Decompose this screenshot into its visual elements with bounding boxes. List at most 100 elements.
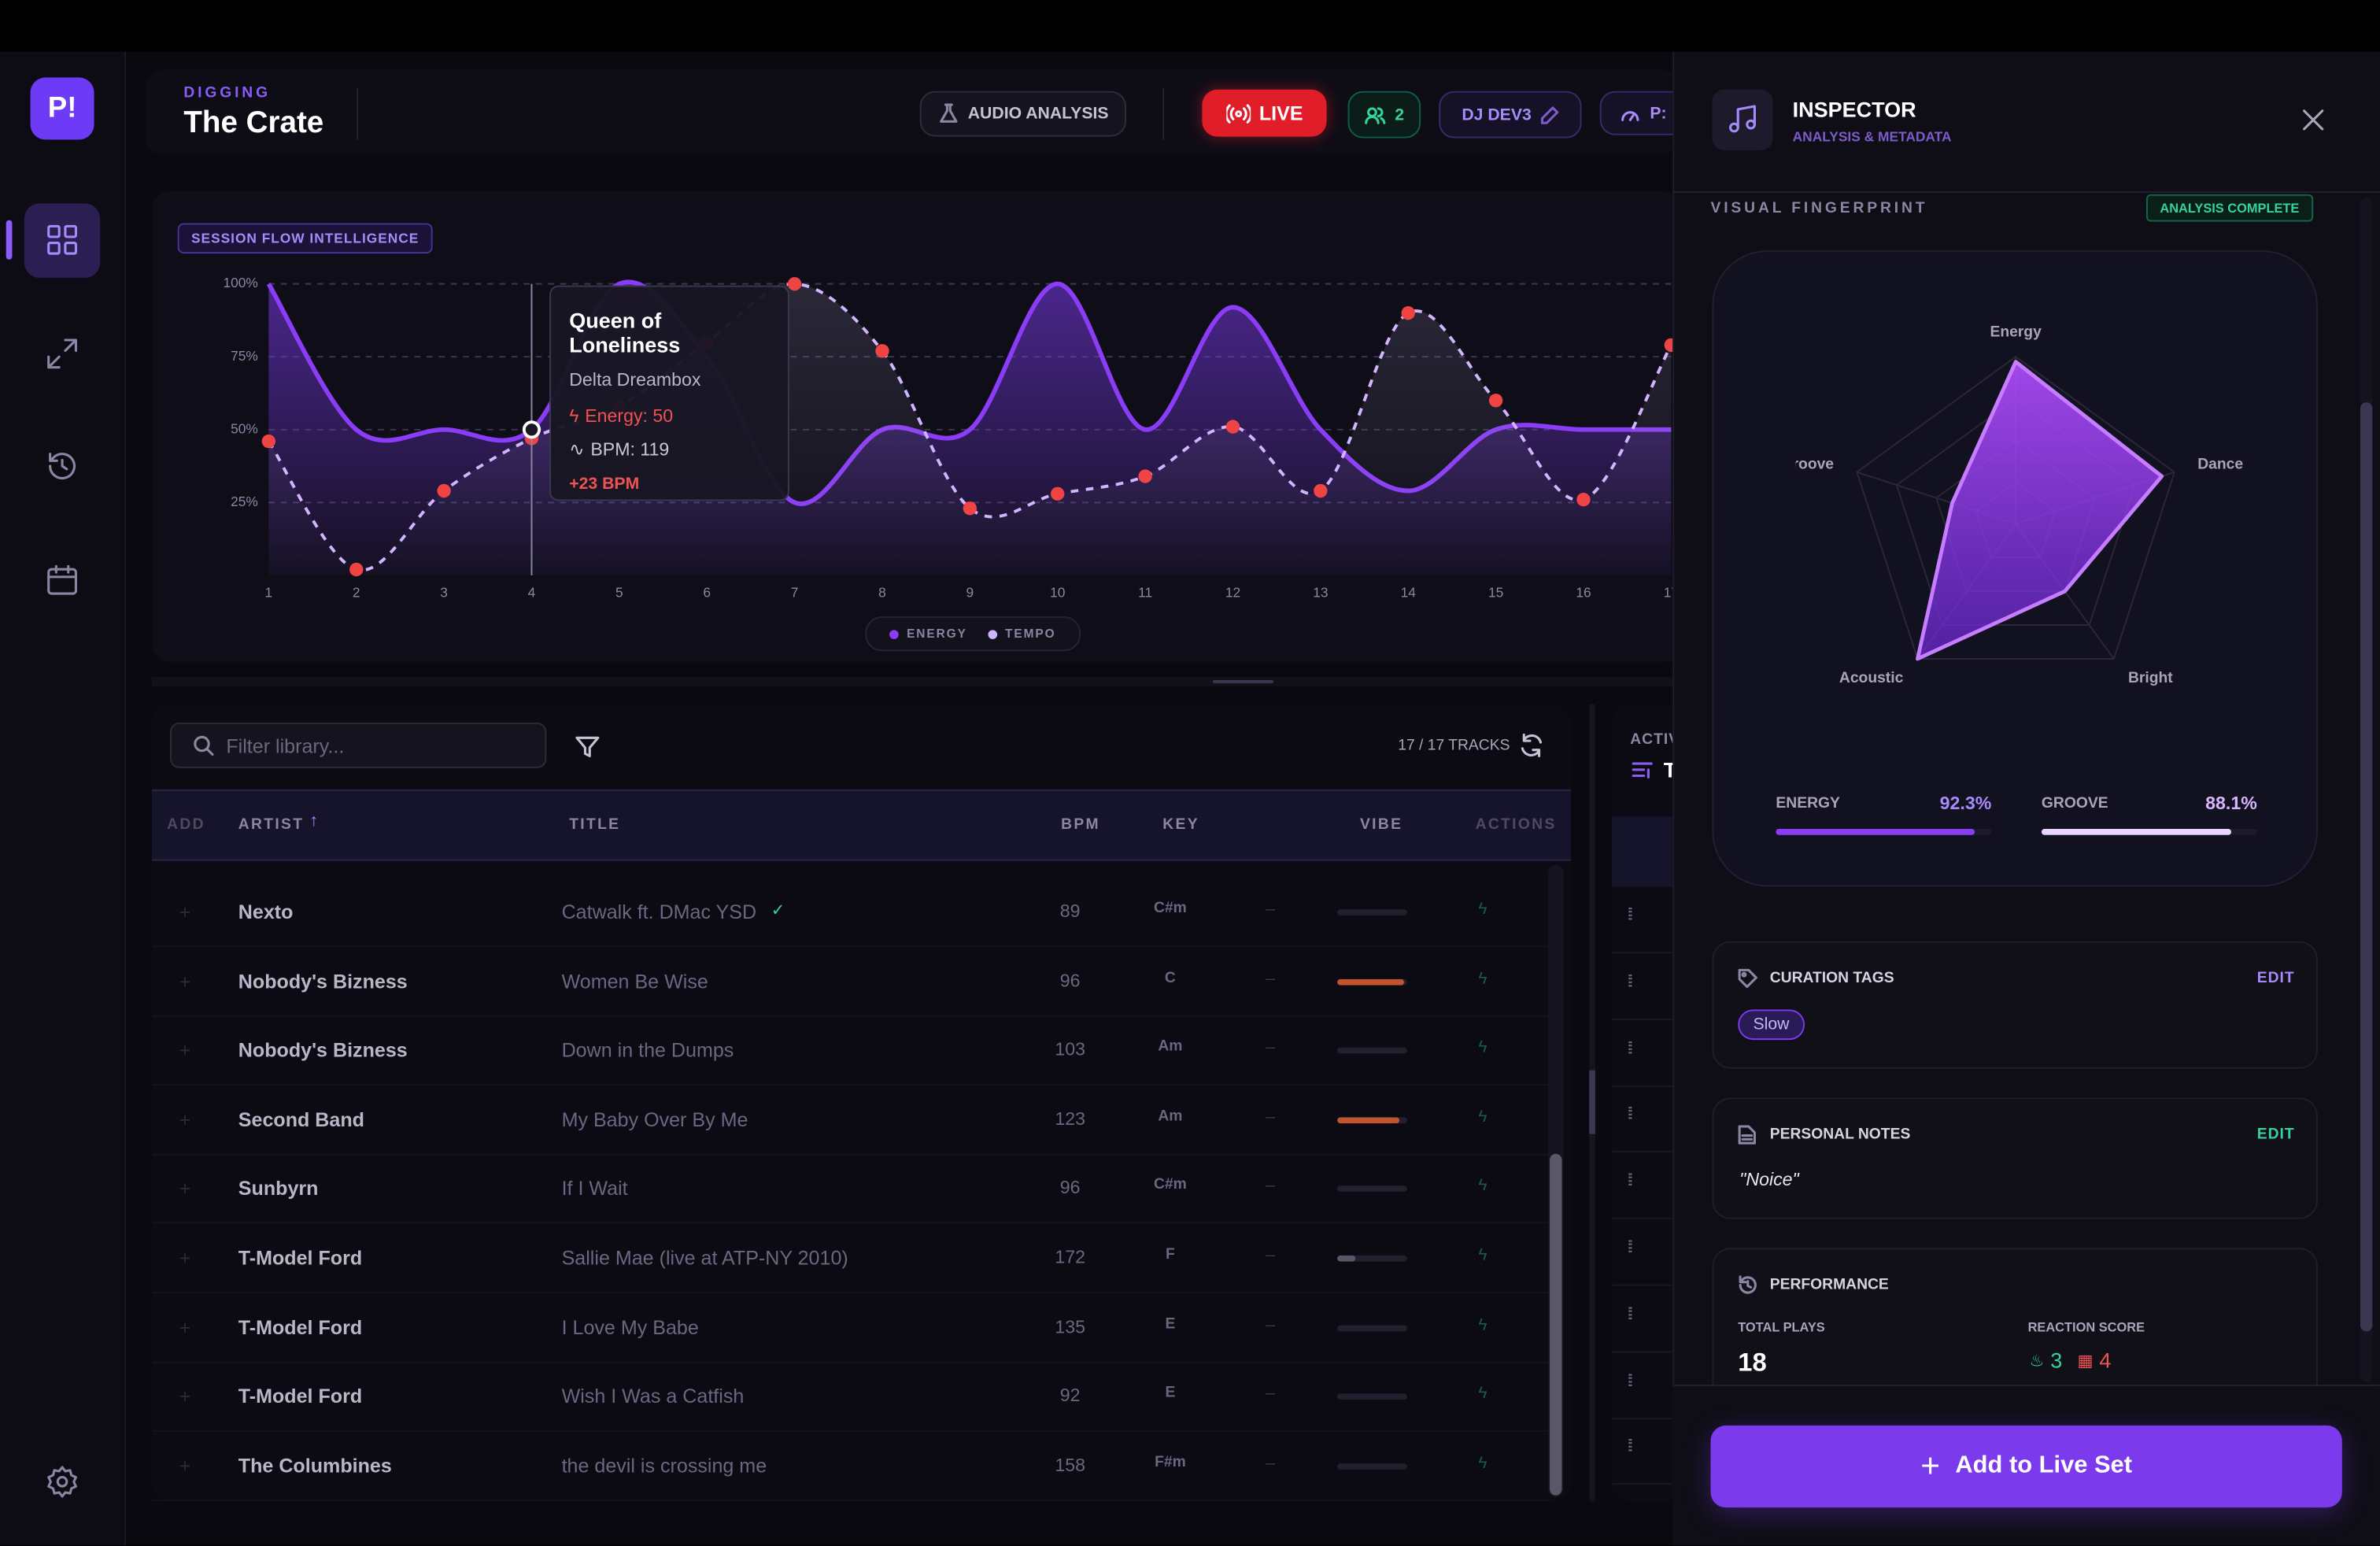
sort-indicator: ↑ (309, 812, 319, 830)
nav-calendar[interactable] (46, 563, 79, 596)
filter-input[interactable]: Filter library... (169, 722, 547, 768)
track-row[interactable]: + The Columbines the devil is crossing me 1… (151, 1431, 1549, 1501)
resize-handle[interactable] (1212, 679, 1274, 683)
track-count: 17 / 17 TRACKS (1398, 738, 1510, 755)
title: Down in the Dumps (561, 1038, 734, 1062)
track-row[interactable]: + Second Band My Baby Over By Me 123 Am – ϟ (151, 1086, 1549, 1156)
meter-bar (2041, 828, 2232, 835)
radar-label: Bright (2128, 670, 2173, 686)
add-to-live-set-button[interactable]: + Add to Live Set (1710, 1425, 2342, 1508)
duration: – (1266, 900, 1276, 919)
vibe-bar (1337, 1117, 1400, 1123)
scroll-thumb[interactable] (1550, 1153, 1562, 1496)
column-header[interactable]: TITLE (569, 816, 621, 834)
duration: – (1266, 1246, 1276, 1265)
column-header[interactable]: ARTIST (238, 816, 305, 834)
divider (357, 87, 359, 140)
track-row[interactable]: + T-Model Ford Sallie Mae (live at ATP-NY … (151, 1223, 1549, 1294)
key: C#m (1154, 1177, 1187, 1194)
title: Wish I Was a Catfish (561, 1385, 745, 1408)
nav-dashboard[interactable] (24, 203, 101, 278)
nav-settings[interactable] (46, 1465, 79, 1498)
x-tick-label: 7 (791, 585, 799, 601)
notes-edit[interactable]: EDIT (2256, 1126, 2295, 1144)
action: ϟ (1478, 1038, 1488, 1057)
inspector-scroll-thumb[interactable] (2360, 402, 2373, 1332)
row-divider (1612, 1284, 1673, 1286)
inspector-subtitle: ANALYSIS & METADATA (1792, 128, 1952, 145)
user-button[interactable]: DJ DEV3 (1439, 91, 1582, 139)
vibe-bar (1337, 978, 1404, 985)
column-header[interactable]: BPM (1061, 816, 1100, 834)
listeners-button[interactable]: 2 (1347, 91, 1421, 139)
column-header[interactable]: KEY (1162, 816, 1199, 834)
duration: – (1266, 1038, 1276, 1057)
x-tick-label: 6 (703, 585, 711, 601)
tooltip-title: Queen of Loneliness (569, 308, 681, 357)
point (963, 501, 978, 516)
tags-edit[interactable]: EDIT (2256, 970, 2295, 987)
search-icon (194, 735, 214, 756)
track-row[interactable]: + Nobody's Bizness Down in the Dumps 103 Am –… (151, 1016, 1549, 1086)
duration: – (1266, 1177, 1276, 1196)
track-row[interactable]: + T-Model Ford I Love My Babe 135 E – ϟ (151, 1293, 1549, 1363)
x-tick-label: 9 (966, 585, 974, 601)
tag[interactable]: Slow (1738, 1009, 1805, 1041)
meter-label: ENERGY (1776, 795, 1840, 812)
key: C (1164, 969, 1176, 986)
live-button[interactable]: LIVE (1202, 89, 1327, 137)
row-divider (1612, 1351, 1673, 1352)
tooltip-energy: ϟ Energy: 50 (569, 405, 674, 427)
nav-history[interactable] (46, 449, 79, 483)
point (1401, 305, 1415, 320)
pencil-icon (1540, 105, 1559, 124)
table-header (151, 789, 1572, 861)
key: F (1166, 1246, 1175, 1263)
column-header[interactable]: VIBE (1359, 816, 1403, 834)
bpm: 92 (1059, 1385, 1081, 1407)
nav-expand[interactable] (46, 337, 79, 370)
meter-value: 92.3% (1939, 792, 1992, 814)
x-tick-label: 1 (265, 585, 273, 601)
action: ϟ (1478, 969, 1488, 988)
audio-analysis-button[interactable]: AUDIO ANALYSIS (919, 91, 1126, 137)
logo[interactable]: P! (30, 77, 94, 140)
button-label: AUDIO ANALYSIS (967, 105, 1109, 124)
point (437, 483, 451, 498)
track-row[interactable]: + T-Model Ford Wish I Was a Catfish 92 E – ϟ (151, 1362, 1549, 1433)
splitter-handle[interactable] (1589, 1070, 1595, 1134)
track-row[interactable]: + Nexto Catwalk ft. DMac YSD ✓ 89 C#m – ϟ (151, 878, 1549, 948)
point (1225, 420, 1240, 434)
point (1576, 492, 1591, 507)
x-tick-label: 3 (440, 585, 448, 601)
track-row[interactable]: + Nobody's Bizness Women Be Wise 96 C – ϟ (151, 947, 1549, 1017)
add-button: + (179, 1246, 191, 1270)
action: ϟ (1478, 1385, 1488, 1404)
track-row[interactable]: + Sunbyrn If I Wait 96 C#m – ϟ (151, 1154, 1549, 1225)
plays-value: 18 (1738, 1348, 1767, 1378)
legend-item: TEMPO (988, 627, 1056, 641)
filter-button[interactable] (575, 734, 600, 759)
close-button[interactable] (2303, 109, 2324, 131)
drag-handle: ⁞⁞ (1627, 1105, 1633, 1124)
radar-label: Dance (2197, 456, 2243, 472)
action: ϟ (1478, 1315, 1488, 1334)
x-tick-label: 12 (1225, 585, 1240, 601)
y-tick-label: 100% (223, 275, 257, 290)
add-button: + (179, 969, 191, 993)
dashboard-icon (47, 224, 77, 255)
key: Am (1158, 1108, 1183, 1125)
button-label: P: (1650, 104, 1667, 123)
column-header: ADD (167, 816, 205, 834)
artist: Second Band (238, 1108, 365, 1131)
bpm: 172 (1055, 1246, 1085, 1268)
title: If I Wait (561, 1177, 628, 1200)
legend: ENERGY TEMPO (865, 616, 1081, 652)
drag-handle: ⁞⁞ (1627, 1039, 1633, 1058)
duration: – (1266, 969, 1276, 988)
radar-label: Acoustic (1839, 670, 1904, 686)
notes-title: PERSONAL NOTES (1769, 1126, 1911, 1144)
refresh-button[interactable] (1519, 733, 1543, 757)
vibe-track (1337, 909, 1407, 915)
